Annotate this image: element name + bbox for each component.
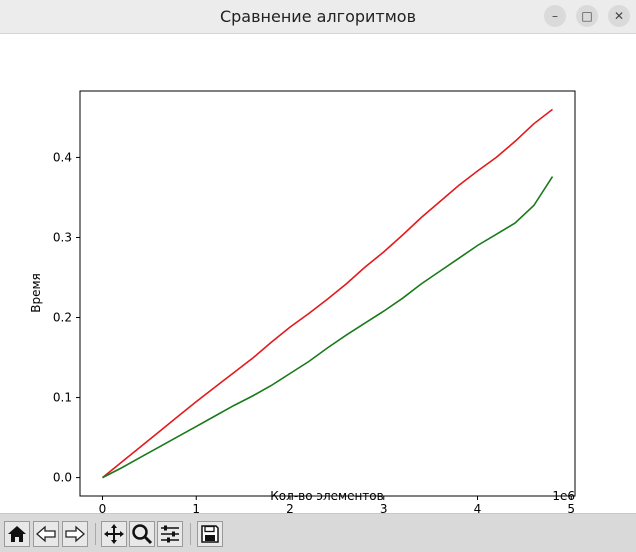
y-tick-label: 0.0 <box>53 471 72 485</box>
x-tick-label: 5 <box>567 502 575 513</box>
maximize-button[interactable]: □ <box>576 5 598 27</box>
window-title: Сравнение алгоритмов <box>219 7 417 26</box>
axes-frame <box>79 90 576 497</box>
navigation-toolbar <box>0 513 636 552</box>
configure-subplots-button[interactable] <box>157 521 183 547</box>
back-icon <box>36 525 56 543</box>
x-offset-label: 1e6 <box>552 489 575 503</box>
x-tick-label: 1 <box>192 502 200 513</box>
close-button[interactable]: ✕ <box>608 5 630 27</box>
series-line-1 <box>101 108 553 479</box>
home-icon <box>8 526 26 542</box>
y-tick-label: 0.2 <box>53 311 72 325</box>
y-tick-label: 0.1 <box>53 391 72 405</box>
toolbar-separator <box>190 523 191 545</box>
minimize-button[interactable]: – <box>544 5 566 27</box>
x-tick-label: 2 <box>286 502 294 513</box>
back-button[interactable] <box>33 521 59 547</box>
x-tick-label: 3 <box>380 502 388 513</box>
zoom-button[interactable] <box>129 521 155 547</box>
forward-button[interactable] <box>62 521 88 547</box>
x-axis-ticks: 0 1 2 3 4 5 <box>99 496 575 516</box>
pan-button[interactable] <box>101 521 127 547</box>
x-axis-label: Кол-во элементов <box>270 489 383 503</box>
window-titlebar: Сравнение алгоритмов – □ ✕ <box>0 0 636 34</box>
x-tick-label: 0 <box>99 502 107 513</box>
y-axis-label: Время <box>29 273 43 313</box>
pan-icon <box>104 524 124 544</box>
series-line-2 <box>102 176 554 479</box>
y-tick-label: 0.4 <box>53 150 72 164</box>
y-axis-ticks: 0.0 0.1 0.2 0.3 0.4 <box>53 150 80 485</box>
zoom-icon <box>132 524 153 545</box>
series-lines <box>101 108 554 479</box>
save-icon <box>201 525 219 543</box>
x-tick-label: 4 <box>474 502 482 513</box>
configure-subplots-icon <box>161 525 179 543</box>
forward-icon <box>65 525 85 543</box>
y-tick-label: 0.3 <box>53 230 72 244</box>
toolbar-separator <box>95 523 96 545</box>
save-button[interactable] <box>197 521 223 547</box>
home-button[interactable] <box>4 521 30 547</box>
